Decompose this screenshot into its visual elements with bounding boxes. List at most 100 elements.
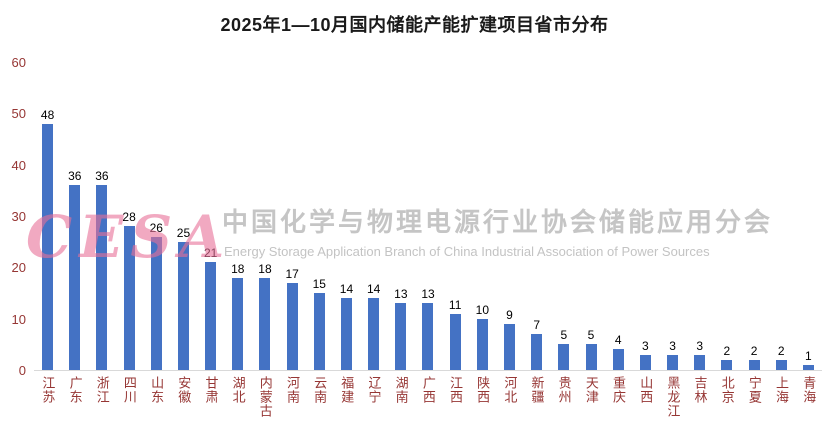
x-axis-label: 黑龙江 bbox=[665, 376, 681, 418]
bar-zone: 13 bbox=[414, 62, 441, 370]
x-axis-label: 湖北 bbox=[230, 376, 246, 404]
y-axis-tick-label: 30 bbox=[11, 209, 26, 224]
x-axis-label: 内蒙古 bbox=[257, 376, 273, 418]
bar-column: 48 江苏 bbox=[34, 62, 61, 444]
bar-zone: 17 bbox=[279, 62, 306, 370]
bar-value-label: 14 bbox=[339, 282, 354, 297]
bar-column: 18 湖北 bbox=[224, 62, 251, 444]
bar-zone: 9 bbox=[496, 62, 523, 370]
x-axis-label: 浙江 bbox=[94, 376, 110, 404]
bar-value-label: 4 bbox=[614, 333, 622, 348]
bar bbox=[205, 262, 217, 370]
x-axis-label: 天津 bbox=[583, 376, 599, 404]
y-axis: 0 10 20 30 40 50 60 bbox=[0, 56, 30, 377]
x-axis-label: 宁夏 bbox=[746, 376, 762, 404]
bar-value-label: 26 bbox=[149, 220, 163, 235]
bar bbox=[259, 277, 271, 370]
bar bbox=[476, 318, 488, 370]
bar-value-label: 36 bbox=[95, 169, 109, 184]
bar-column: 3 黑龙江 bbox=[659, 62, 686, 444]
bar-zone: 11 bbox=[442, 62, 469, 370]
x-axis-label: 辽宁 bbox=[366, 376, 382, 404]
bar-value-label: 5 bbox=[587, 328, 595, 343]
bar-column: 5 天津 bbox=[577, 62, 604, 444]
x-axis-label: 贵州 bbox=[556, 376, 572, 404]
bar-zone: 14 bbox=[333, 62, 360, 370]
bar-value-label: 2 bbox=[777, 343, 785, 358]
bar bbox=[340, 298, 352, 370]
bar bbox=[286, 282, 298, 370]
bar-value-label: 15 bbox=[312, 277, 326, 291]
bar-zone: 1 bbox=[795, 62, 822, 370]
bar bbox=[802, 364, 814, 370]
bar-column: 7 新疆 bbox=[523, 62, 550, 444]
bar-zone: 3 bbox=[659, 62, 686, 370]
x-axis-label: 新疆 bbox=[529, 376, 545, 404]
bar bbox=[721, 359, 733, 370]
bar-value-label: 13 bbox=[421, 287, 435, 302]
bar-column: 26 山东 bbox=[143, 62, 170, 444]
x-axis-label: 河南 bbox=[284, 376, 300, 404]
bar-zone: 2 bbox=[713, 62, 740, 370]
bar-value-label: 5 bbox=[560, 328, 568, 343]
bar-column: 2 北京 bbox=[713, 62, 740, 444]
bar bbox=[42, 123, 54, 370]
bar-column: 36 浙江 bbox=[88, 62, 115, 444]
x-axis-label: 湖南 bbox=[393, 376, 409, 404]
bar-value-label: 25 bbox=[176, 225, 191, 240]
x-axis-label: 广西 bbox=[420, 376, 436, 404]
y-axis-tick-label: 50 bbox=[11, 106, 26, 122]
bar-zone: 15 bbox=[306, 62, 333, 370]
bar-column: 9 河北 bbox=[496, 62, 523, 444]
bar bbox=[639, 354, 651, 370]
plot-area: 48 江苏 36 广东 36 浙江 28 四川 26 山东 25 安徽 21 甘肃 18 湖北 18 内蒙古 17 河… bbox=[34, 62, 822, 444]
bar bbox=[177, 241, 189, 370]
bar bbox=[694, 354, 706, 370]
bar-zone: 18 bbox=[224, 62, 251, 370]
x-axis-label: 吉林 bbox=[692, 376, 708, 404]
bar-value-label: 2 bbox=[750, 343, 758, 358]
bar-value-label: 17 bbox=[285, 266, 299, 281]
bar-zone: 36 bbox=[88, 62, 115, 370]
bar-column: 13 广西 bbox=[414, 62, 441, 444]
x-axis-label: 江苏 bbox=[40, 376, 56, 404]
bar-zone: 36 bbox=[61, 62, 88, 370]
x-axis-label: 安徽 bbox=[176, 376, 192, 404]
bar-zone: 2 bbox=[768, 62, 795, 370]
bar bbox=[531, 334, 543, 370]
bar-column: 1 青海 bbox=[795, 62, 822, 444]
x-axis-label: 重庆 bbox=[611, 376, 627, 404]
bar-value-label: 1 bbox=[805, 348, 812, 363]
x-axis-label: 云南 bbox=[312, 376, 328, 404]
y-axis-tick-label: 40 bbox=[11, 157, 26, 173]
bar-zone: 4 bbox=[605, 62, 632, 370]
x-axis-label: 河北 bbox=[502, 376, 518, 404]
bar-column: 18 内蒙古 bbox=[251, 62, 278, 444]
bar bbox=[69, 185, 81, 370]
bar-zone: 10 bbox=[469, 62, 496, 370]
bar-column: 25 安徽 bbox=[170, 62, 197, 444]
bar bbox=[585, 344, 597, 370]
bar bbox=[395, 303, 407, 370]
bar bbox=[232, 277, 244, 370]
bar-value-label: 21 bbox=[203, 246, 218, 261]
y-axis-tick-label: 0 bbox=[18, 363, 26, 378]
bar-column: 3 吉林 bbox=[686, 62, 713, 444]
x-axis-label: 山东 bbox=[149, 376, 165, 404]
x-axis-label: 甘肃 bbox=[203, 376, 219, 404]
bar-zone: 2 bbox=[740, 62, 767, 370]
bar-column: 14 辽宁 bbox=[360, 62, 387, 444]
bar-column: 3 山西 bbox=[632, 62, 659, 444]
bar-column: 36 广东 bbox=[61, 62, 88, 444]
bar-value-label: 11 bbox=[448, 297, 462, 312]
bar-zone: 5 bbox=[577, 62, 604, 370]
bar bbox=[368, 298, 380, 370]
bar-column: 14 福建 bbox=[333, 62, 360, 444]
bar-column: 4 重庆 bbox=[605, 62, 632, 444]
bar-zone: 14 bbox=[360, 62, 387, 370]
bar-zone: 7 bbox=[523, 62, 550, 370]
bar bbox=[504, 323, 515, 370]
bar-value-label: 9 bbox=[506, 307, 513, 322]
bar-zone: 48 bbox=[34, 62, 61, 370]
